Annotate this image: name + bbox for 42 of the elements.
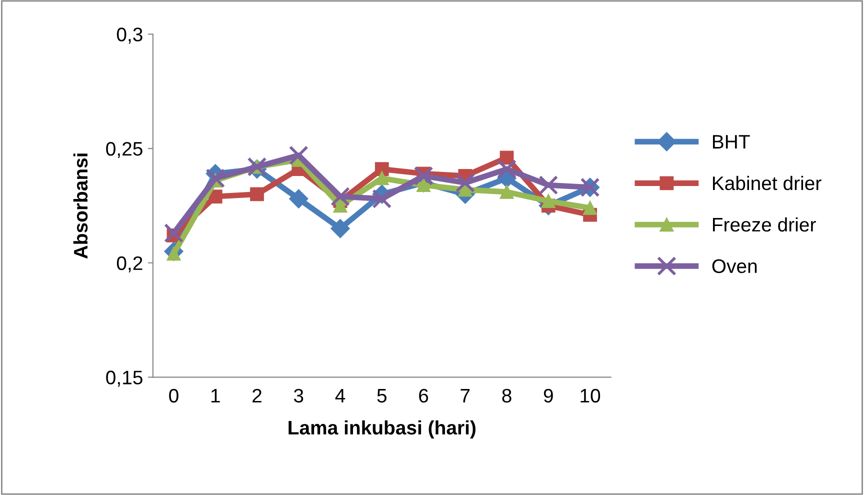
point xyxy=(250,187,264,202)
x-tick-label: 1 xyxy=(211,389,220,402)
point xyxy=(372,189,392,209)
x-tick-label: 9 xyxy=(544,388,553,403)
x-tick-label: 6 xyxy=(419,388,428,403)
point xyxy=(538,175,558,195)
x-tick-label: 0 xyxy=(169,388,178,403)
legend-label: BHT xyxy=(712,135,750,149)
point xyxy=(374,171,389,186)
x-tick-label: 4 xyxy=(335,389,346,402)
x-tick-label: 8 xyxy=(502,388,512,403)
y-tick-label: 0,3 xyxy=(116,28,142,44)
x-axis-title: Lama inkubasi (hari) xyxy=(288,420,476,438)
x-tick-label: 7 xyxy=(460,389,470,402)
legend-label: Freeze drier xyxy=(712,217,816,232)
point xyxy=(497,159,516,179)
point xyxy=(289,189,308,208)
point xyxy=(330,186,350,206)
point xyxy=(333,198,348,213)
point xyxy=(208,190,222,204)
point xyxy=(414,166,434,186)
point xyxy=(455,173,475,193)
point xyxy=(288,146,308,166)
y-tick-label: 0,2 xyxy=(116,256,142,272)
x-tick-label: 10 xyxy=(580,388,600,403)
point xyxy=(500,185,514,199)
x-tick-label: 5 xyxy=(377,389,386,403)
point xyxy=(164,223,184,243)
point xyxy=(416,178,430,192)
point xyxy=(206,168,226,188)
y-tick-label: 0,15 xyxy=(106,370,142,387)
point xyxy=(500,150,514,165)
y-axis-title: Absorbansi xyxy=(73,154,88,259)
x-tick-label: 3 xyxy=(294,388,304,403)
y-tick-label: 0,25 xyxy=(106,142,142,158)
point xyxy=(330,219,350,238)
x-tick-label: 2 xyxy=(252,388,262,402)
point xyxy=(583,201,597,215)
point xyxy=(541,194,556,208)
legend-label: Kabinet drier xyxy=(712,176,822,190)
legend-label: Oven xyxy=(712,259,757,274)
point xyxy=(374,162,389,176)
